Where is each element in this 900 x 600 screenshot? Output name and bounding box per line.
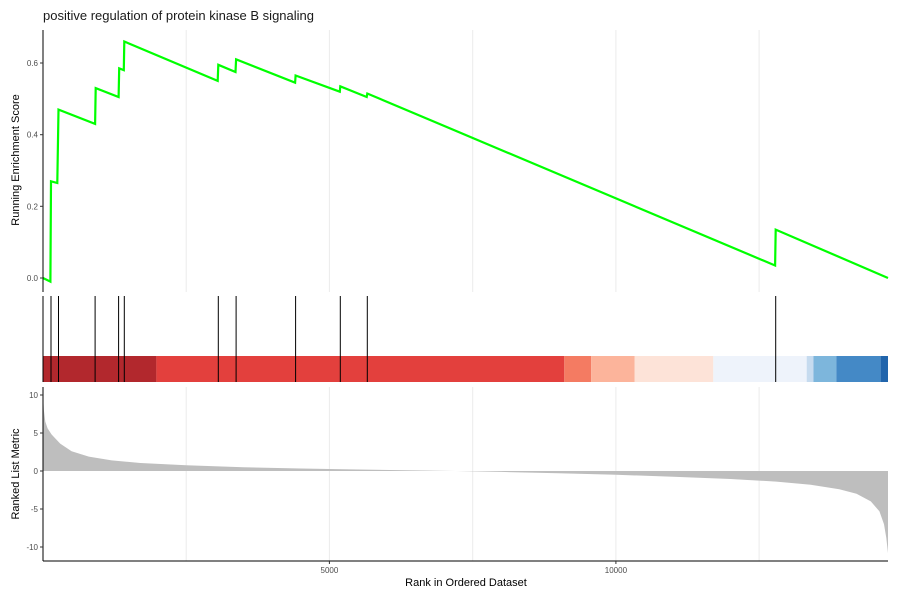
metric-y-tick-label-3: -5 [31, 505, 39, 514]
x-tick-label-0: 5000 [321, 566, 339, 575]
running-score-line [42, 39, 889, 284]
ranked-metric-layer [43, 395, 888, 554]
color-band-segment-3 [591, 356, 635, 382]
score-y-tick-label-3: 0.6 [27, 59, 39, 68]
score-y-tick-label-0: 0.0 [27, 274, 39, 283]
x-tick-label-1: 10000 [605, 566, 628, 575]
color-band-layer [43, 356, 888, 382]
color-band-segment-9 [880, 356, 888, 382]
color-band-segment-0 [43, 356, 157, 382]
metric-y-tick-label-2: 0 [34, 467, 39, 476]
x-axis-title: Rank in Ordered Dataset [405, 577, 527, 589]
color-band-segment-4 [634, 356, 714, 382]
color-band-segment-1 [156, 356, 565, 382]
chart-title: positive regulation of protein kinase B … [43, 8, 315, 23]
color-band-segment-5 [713, 356, 807, 382]
metric-y-tick-label-4: -10 [26, 543, 38, 552]
metric-y-tick-label-1: 5 [34, 429, 39, 438]
metric-y-tick-label-0: 10 [29, 391, 38, 400]
color-band-segment-7 [813, 356, 837, 382]
grid-layer [185, 30, 760, 561]
ranked-metric-area [43, 395, 888, 554]
axis-layer: 0.0 0.2 0.4 0.6 10 5 0 -5 -10 5000 10000 [26, 30, 888, 575]
running-score-layer [42, 39, 889, 284]
color-band-segment-2 [564, 356, 592, 382]
color-band-segment-8 [836, 356, 881, 382]
color-band-segment-6 [806, 356, 814, 382]
score-y-tick-label-2: 0.4 [27, 131, 39, 140]
ranked-metric-axis-title: Ranked List Metric [10, 428, 22, 520]
score-y-tick-label-1: 0.2 [27, 202, 39, 211]
hit-layer [50, 296, 777, 382]
running-score-axis-title: Running Enrichment Score [10, 94, 22, 225]
